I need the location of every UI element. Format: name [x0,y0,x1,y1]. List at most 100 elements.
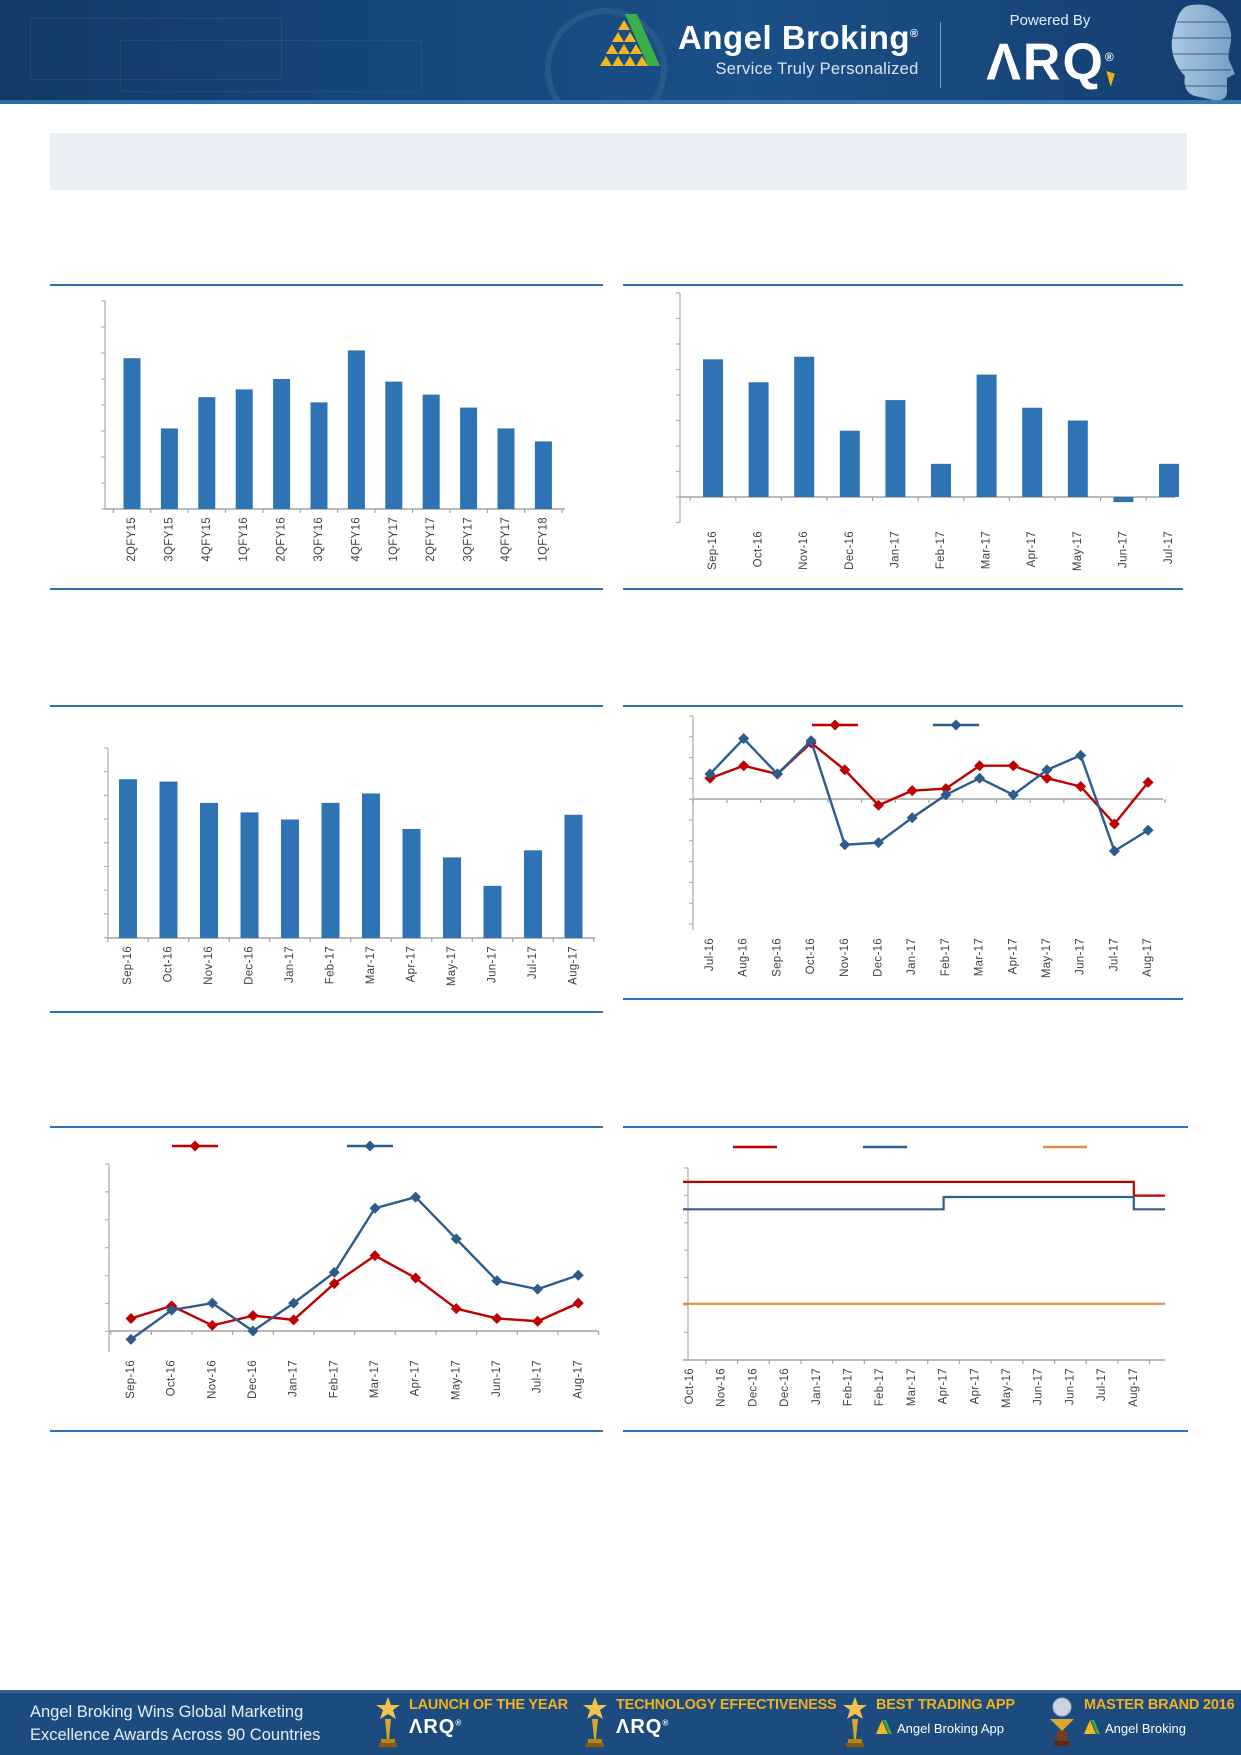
brand-name: Angel Broking® [678,19,919,56]
award-title: TECHNOLOGY EFFECTIVENESS [616,1697,837,1713]
x-axis-label: Jul-16 [704,938,716,971]
data-point-marker [125,1312,137,1324]
x-axis-label: Feb-17 [874,1368,886,1406]
bar [198,397,216,509]
data-point-marker [805,735,817,747]
x-axis-label: Apr-17 [938,1368,950,1404]
x-axis-label: Feb-17 [940,938,952,976]
x-axis-label: 3QFY16 [313,517,325,562]
bar [839,430,860,497]
x-axis-label: Feb-17 [935,531,947,569]
circuit-pattern-decor [30,18,282,80]
section-divider [623,1126,1188,1128]
bar [460,407,478,509]
bar [1067,420,1088,497]
data-point-marker [532,1315,544,1327]
angel-broking-mini-logo-icon [876,1720,892,1737]
data-point-marker [288,1297,300,1309]
data-point-marker [1108,818,1120,830]
bar [240,812,259,938]
x-axis-label: May-17 [1041,938,1053,978]
x-axis-label: May-17 [1072,531,1084,571]
x-axis-label: Jun-17 [1064,1368,1076,1405]
x-axis-label: 2QFY16 [276,517,288,562]
x-axis-label: 1QFY16 [238,517,250,562]
award-best-trading-app: BEST TRADING APP Angel Broking App [842,1697,1015,1755]
x-axis-label: 3QFY15 [163,517,175,562]
series-line [130,1195,579,1341]
x-axis-label: Nov-16 [839,938,851,977]
data-point-marker [940,789,952,801]
angel-broking-mini-logo-icon [1084,1720,1100,1737]
footer-headline-line2: Excellence Awards Across 90 Countries [30,1726,321,1744]
x-axis-label: Feb-17 [328,1360,340,1398]
x-axis-label: Sep-16 [122,946,134,985]
x-axis-label: Mar-17 [365,946,377,984]
x-axis-label: Apr-17 [410,1360,422,1396]
bar [402,828,421,938]
bar [524,850,542,938]
footer-headline-line1: Angel Broking Wins Global Marketing [30,1703,304,1721]
data-point-marker [247,1310,259,1322]
data-point-marker [906,812,918,824]
angel-broking-pyramid-icon [598,14,664,95]
data-point-marker [906,785,918,797]
section-divider [50,588,603,590]
data-point-marker [166,1304,178,1316]
x-axis-label: Nov-16 [206,1360,218,1399]
data-point-marker [247,1325,259,1337]
x-axis-label: Jun-17 [487,946,499,983]
bar [931,463,951,497]
bar [362,793,380,938]
globe-trophy-icon [1048,1697,1076,1755]
x-axis-label: Dec-16 [244,946,256,985]
bar [1159,463,1179,497]
data-point-marker [974,772,986,784]
section-divider [50,1126,603,1128]
data-point-marker [873,799,884,811]
data-point-marker [738,760,750,772]
x-axis-label: Oct-16 [753,531,765,567]
footer-headline: Angel Broking Wins Global Marketing Exce… [30,1701,320,1747]
bar [443,857,461,938]
x-axis-label: Mar-17 [369,1360,381,1398]
x-axis-label: Mar-17 [974,938,986,976]
trophy-icon [375,1697,401,1755]
x-axis-label: 3QFY17 [463,517,475,562]
x-axis-label: 4QFY16 [350,517,362,562]
x-axis-label: May-17 [446,946,458,986]
bar [123,358,141,509]
data-point-marker [771,768,783,780]
bar [159,781,178,938]
x-axis-label: 4QFY17 [500,517,512,562]
section-divider [623,1430,1188,1432]
data-point-marker [206,1297,218,1309]
award-subtitle-arq: ΛRQ® [616,1716,670,1738]
data-point-marker [288,1314,300,1326]
series-line [683,1195,1165,1211]
data-point-marker [328,1278,340,1290]
series-line [130,1254,579,1327]
x-axis-label: Jul-17 [532,1360,544,1393]
trophy-icon [582,1697,608,1755]
data-point-marker [1075,749,1087,761]
award-subtitle-app: Angel Broking App [876,1720,1015,1737]
bar [200,802,218,938]
section-divider [623,705,1183,707]
bar [976,374,997,497]
award-subtitle-angel-broking: Angel Broking [1084,1720,1235,1737]
bar [1022,407,1043,497]
x-axis-label: Dec-16 [779,1368,791,1407]
award-subtitle-arq: ΛRQ® [409,1716,463,1738]
x-axis-label: Jul-17 [1096,1368,1108,1401]
bar [235,389,253,509]
data-point-marker [1007,789,1019,801]
data-point-marker [950,719,962,731]
data-point-marker [1041,764,1053,776]
bar [160,428,178,509]
x-axis-label: Jun-17 [1033,1368,1045,1405]
bar [347,350,365,509]
x-axis-label: Dec-16 [873,938,885,977]
title-box [50,133,1187,190]
